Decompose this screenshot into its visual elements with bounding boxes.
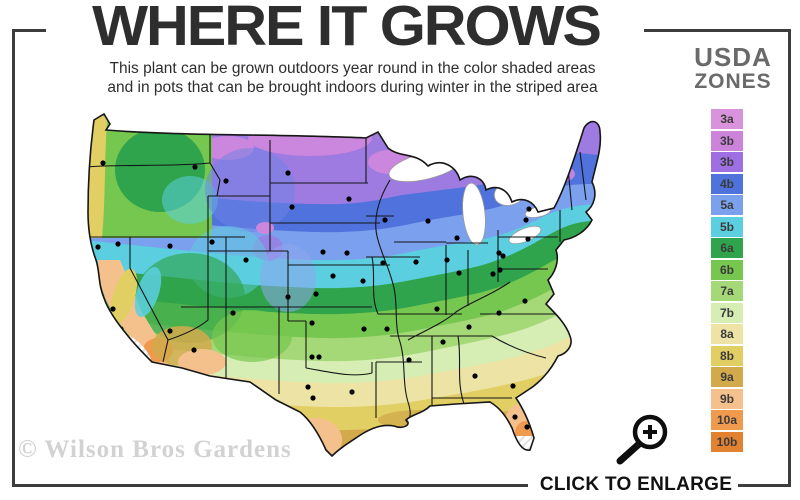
frame-left-edge (12, 29, 15, 487)
legend-zone-swatch-7b-9: 7b (711, 302, 743, 323)
us-outline (87, 112, 602, 458)
legend-zone-swatch-5a-4: 5a (711, 195, 743, 215)
usda-zones-map[interactable] (60, 110, 625, 462)
click-to-enlarge-button[interactable]: CLICK TO ENLARGE (539, 474, 733, 495)
legend-zone-swatch-9b-13: 9b (711, 388, 743, 409)
subtitle-line-2: and in pots that can be brought indoors … (107, 79, 598, 96)
legend-zone-swatch-10b-15: 10b (711, 431, 743, 452)
subtitle: This plant can be grown outdoors year ro… (60, 59, 645, 97)
legend-title-zones: ZONES (694, 70, 772, 93)
legend-zone-swatch-10a-14: 10a (711, 410, 743, 430)
state-borders (88, 132, 587, 423)
legend-title-usda: USDA (694, 42, 772, 72)
usda-zones-legend-title: USDA ZONES (672, 44, 794, 93)
frame-bottom-left-segment (12, 484, 528, 487)
legend-zone-swatch-3b-1: 3b (711, 130, 743, 151)
legend-zone-swatch-6a-6: 6a (711, 238, 743, 258)
legend-zone-swatch-7a-8: 7a (711, 281, 743, 301)
city-markers (95, 160, 550, 430)
zone-color-legend: 3a 3b 3b 4b 5a 5b 6a 6b 7a 7b 8a 8b 9a 9b 10a 10b (711, 109, 743, 453)
page-title: WHERE IT GROWS (92, 0, 602, 58)
legend-zone-swatch-6b-7: 6b (711, 259, 743, 280)
frame-top-left-segment (12, 29, 46, 32)
legend-zone-swatch-3a-0: 3a (711, 109, 743, 129)
legend-zone-swatch-3b-2: 3b (711, 152, 743, 172)
magnifier-plus-icon[interactable] (610, 404, 672, 468)
frame-top-right-segment (644, 29, 791, 32)
watermark: © Wilson Bros Gardens (18, 436, 292, 463)
legend-zone-swatch-4b-3: 4b (711, 173, 743, 194)
legend-zone-swatch-8a-10: 8a (711, 324, 743, 344)
frame-right-edge (788, 29, 791, 487)
subtitle-line-1: This plant can be grown outdoors year ro… (109, 60, 596, 77)
frame-bottom-right-segment (738, 484, 791, 487)
legend-zone-swatch-5b-5: 5b (711, 216, 743, 237)
legend-zone-swatch-9a-12: 9a (711, 367, 743, 387)
legend-zone-swatch-8b-11: 8b (711, 345, 743, 366)
